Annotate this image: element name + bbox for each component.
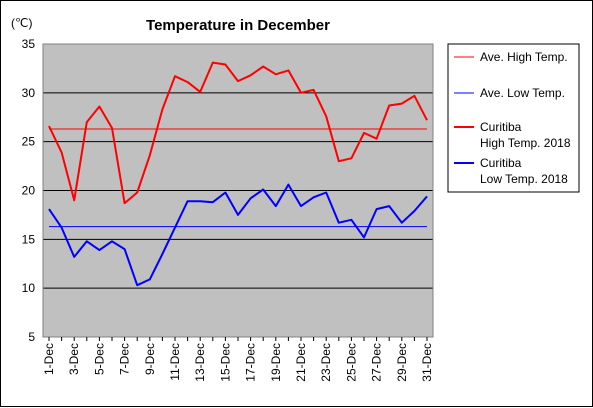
x-tick-label: 17-Dec: [244, 343, 258, 382]
y-tick-label: 35: [22, 37, 36, 51]
x-tick-label: 25-Dec: [344, 343, 358, 382]
y-tick-label: 15: [22, 232, 36, 246]
x-tick-label: 15-Dec: [218, 343, 232, 382]
legend-box: [447, 43, 580, 193]
x-tick-label: 7-Dec: [118, 343, 132, 375]
grid-lines: [43, 92, 433, 289]
legend: Ave. High Temp. Ave. Low Temp. Curitiba Hig…: [447, 43, 580, 193]
x-tick-label: 3-Dec: [67, 343, 81, 375]
series-lines: [48, 61, 428, 287]
series-line-3: [48, 61, 428, 205]
chart-title: Temperature in December: [146, 17, 330, 34]
x-tick-label: 11-Dec: [168, 343, 182, 381]
x-tick-label: 1-Dec: [42, 343, 56, 375]
x-tick-label: 27-Dec: [370, 343, 384, 382]
legend-label: Curitiba: [480, 120, 522, 134]
x-tick-label: 31-Dec: [420, 343, 434, 382]
legend-label: Ave. Low Temp.: [480, 86, 565, 100]
y-tick-label: 20: [22, 184, 36, 198]
y-axis-ticks: 5 10 15 20 25 30 35: [22, 37, 36, 344]
x-tick-label: 19-Dec: [269, 343, 283, 382]
y-tick-label: 5: [28, 330, 35, 344]
x-tick-label: 5-Dec: [92, 343, 106, 375]
x-tick-label: 13-Dec: [193, 343, 207, 382]
legend-label: Ave. High Temp.: [480, 50, 568, 64]
series-line-4: [48, 183, 428, 287]
y-tick-label: 30: [22, 86, 36, 100]
x-tick-label: 9-Dec: [143, 343, 157, 375]
legend-label: High Temp. 2018: [480, 136, 571, 150]
legend-label: Low Temp. 2018: [480, 172, 568, 186]
x-tick-label: 29-Dec: [395, 343, 409, 382]
x-tick-label: 23-Dec: [319, 343, 333, 382]
x-tick-label: 21-Dec: [294, 343, 308, 382]
y-axis-unit-label: (℃): [11, 16, 32, 30]
x-axis-ticks: 1-Dec 3-Dec 5-Dec 7-Dec 9-Dec 11-Dec 13-Dec 15-…: [42, 337, 434, 382]
legend-label: Curitiba: [480, 156, 522, 170]
y-tick-label: 10: [22, 281, 36, 295]
y-tick-label: 25: [22, 135, 36, 149]
